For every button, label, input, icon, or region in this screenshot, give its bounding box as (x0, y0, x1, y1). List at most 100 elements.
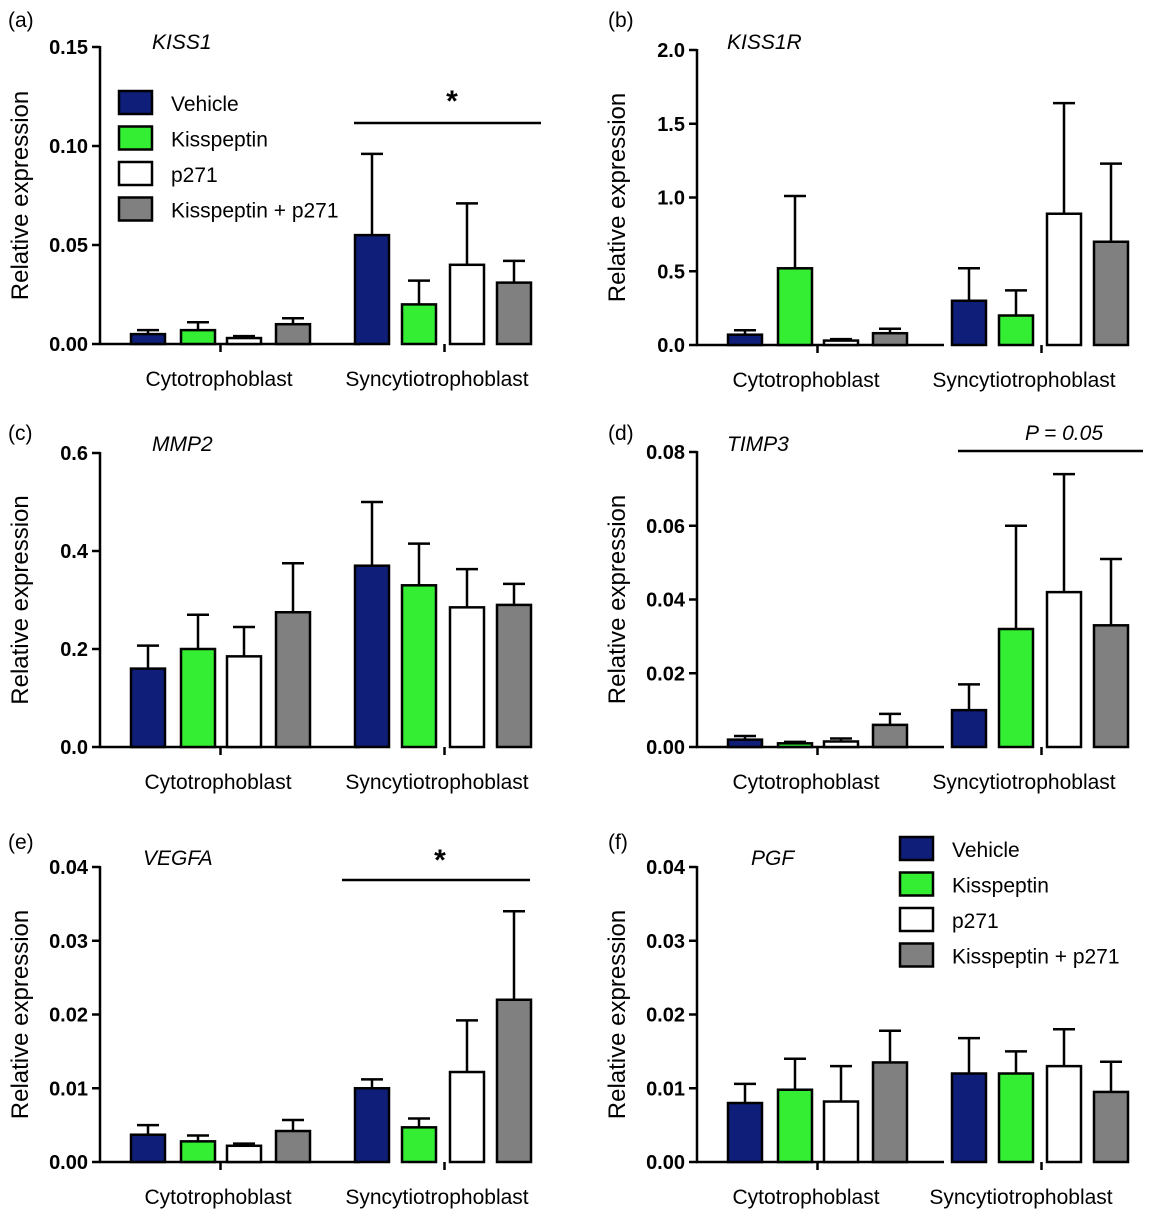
panel-4-ylabel: Relative expression (604, 495, 631, 704)
panel-5-bar (400, 1126, 438, 1164)
panel-2-ytick-label: 2.0 (657, 40, 685, 62)
panel-1-ytick-label: 0.10 (49, 136, 88, 158)
panel-3-bar (274, 611, 312, 749)
panel-5-ytick-label: 0.03 (49, 931, 88, 953)
panel-5-bar (179, 1140, 217, 1164)
panel-2-category-label: Cytotrophoblast (732, 369, 879, 392)
panel-1-label: (a) (8, 9, 34, 32)
panel-1-title: KISS1 (152, 31, 212, 54)
panel-1-legend-swatch (117, 89, 154, 116)
panel-2-ytick-label: 0.5 (657, 261, 685, 283)
panel-3-bar (129, 667, 167, 749)
panel-2-bar (726, 333, 764, 347)
panel-1-bar (274, 322, 312, 346)
panel-2-ytick-label: 1.0 (657, 188, 685, 210)
panel-1-bar (400, 303, 438, 346)
panel-3-bar (448, 606, 486, 749)
panel-1-ytick-label: 0.00 (49, 334, 88, 356)
panel-4-bar (776, 742, 814, 749)
panel-4-category-label: Syncytiotrophoblast (932, 771, 1115, 794)
panel-1-bar (353, 233, 391, 346)
panel-5-title: VEGFA (143, 847, 213, 870)
panel-6-bar (822, 1100, 860, 1164)
panel-6-title: PGF (751, 847, 795, 870)
panel-5-bar (274, 1129, 312, 1164)
panel-4-bar (1045, 590, 1083, 749)
panel-4-ytick-label: 0.04 (646, 590, 686, 612)
panel-6-bar (776, 1088, 814, 1164)
panel-3-ylabel: Relative expression (7, 495, 34, 704)
panel-5-bar (353, 1087, 391, 1164)
panel-6-bar (1045, 1064, 1083, 1164)
panel-6-legend-label: Vehicle (952, 839, 1020, 862)
panel-6-ytick-label: 0.00 (646, 1152, 685, 1174)
panel-4-bar (871, 723, 909, 749)
panel-5-bar (129, 1133, 167, 1164)
panel-3-ytick-label: 0.2 (60, 639, 88, 661)
panel-6-legend-swatch (898, 906, 935, 933)
panel-6-bar (726, 1101, 764, 1164)
panel-2-bar (997, 314, 1035, 347)
panel-6-bar (997, 1072, 1035, 1164)
panel-4-bar (997, 627, 1035, 749)
panel-3-bar (495, 603, 533, 749)
panel-2-ytick-label: 0.0 (657, 335, 685, 357)
panel-2-bar (871, 331, 909, 347)
panel-4-bar (726, 738, 764, 749)
panel-1-legend-label: Kisspeptin + p271 (171, 200, 339, 223)
panel-3-ytick-label: 0.6 (60, 443, 88, 465)
panel-4-bar (822, 740, 860, 749)
panel-5-bar (495, 998, 533, 1164)
panel-1-legend-swatch (117, 196, 154, 222)
panel-1-legend-label: Kisspeptin (171, 129, 268, 152)
panel-6-ytick-label: 0.02 (646, 1005, 685, 1027)
panel-1-bar (495, 281, 533, 346)
panel-6-ylabel: Relative expression (604, 910, 631, 1119)
panel-4-bar (1092, 624, 1130, 749)
panel-4-significance-label: P = 0.05 (1025, 422, 1103, 445)
panel-6-legend-label: Kisspeptin + p271 (952, 946, 1120, 969)
panel-4-ytick-label: 0.02 (646, 663, 685, 685)
panel-5-category-label: Syncytiotrophoblast (345, 1186, 528, 1209)
panel-2-bar (776, 267, 814, 347)
panel-5-category-label: Cytotrophoblast (144, 1186, 291, 1209)
panel-3-bar (179, 647, 217, 749)
panel-5-ytick-label: 0.04 (49, 857, 89, 879)
panel-3-title: MMP2 (152, 433, 213, 456)
panel-3-ytick-label: 0.0 (60, 737, 88, 759)
panel-4-category-label: Cytotrophoblast (732, 771, 879, 794)
panel-6-category-label: Syncytiotrophoblast (929, 1186, 1112, 1209)
panel-6-legend-label: Kisspeptin (952, 875, 1049, 898)
panel-5-bar (225, 1144, 263, 1164)
panel-6-ytick-label: 0.03 (646, 931, 685, 953)
panel-4-bar (950, 708, 988, 749)
panel-2-ytick-label: 1.5 (657, 114, 685, 136)
panel-5-ytick-label: 0.00 (49, 1152, 88, 1174)
panel-6-category-label: Cytotrophoblast (732, 1186, 879, 1209)
panel-1-category-label: Cytotrophoblast (145, 368, 292, 391)
panel-4-ytick-label: 0.06 (646, 516, 685, 538)
panel-5-ytick-label: 0.02 (49, 1005, 88, 1027)
panel-5-ylabel: Relative expression (7, 910, 34, 1119)
panel-2-ylabel: Relative expression (604, 93, 631, 302)
panel-6-legend-swatch (898, 871, 935, 897)
panel-5-bar (448, 1070, 486, 1164)
panel-4-label: (d) (608, 422, 634, 445)
panel-1-bar (225, 336, 263, 346)
panel-6-legend-label: p271 (952, 910, 999, 933)
panel-6-legend-swatch (898, 942, 935, 968)
panel-1-legend-swatch (117, 160, 154, 187)
panel-2-bar (950, 299, 988, 347)
panel-5-label: (e) (8, 831, 34, 854)
panel-1-ytick-label: 0.15 (49, 37, 88, 59)
panel-1-legend-swatch (117, 125, 154, 151)
panel-2-bar (1092, 240, 1130, 347)
panel-1-significance-label: * (446, 85, 458, 118)
panel-3-category-label: Cytotrophoblast (144, 771, 291, 794)
panel-1-bar (448, 263, 486, 346)
panel-5-significance-label: * (434, 844, 446, 877)
panel-6-bar (1092, 1090, 1130, 1164)
panel-3-bar (400, 584, 438, 749)
panel-6-bar (871, 1061, 909, 1164)
panel-6-label: (f) (608, 831, 628, 854)
